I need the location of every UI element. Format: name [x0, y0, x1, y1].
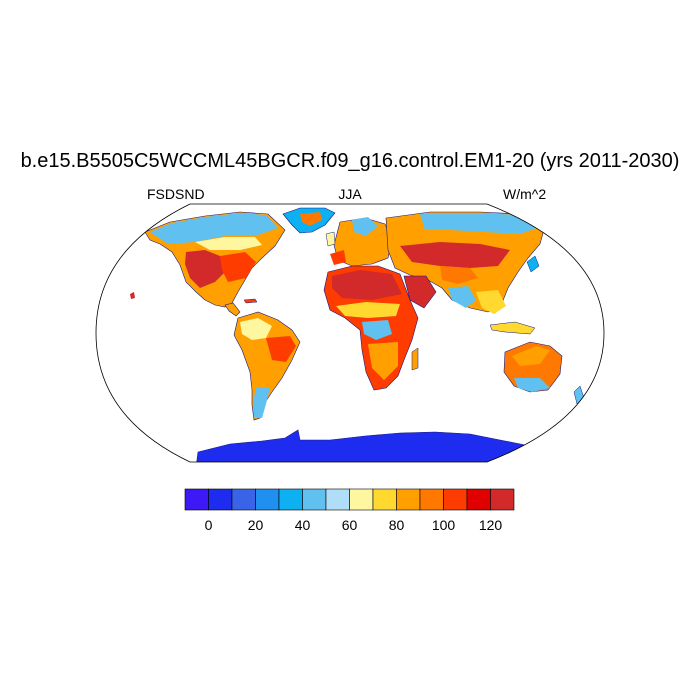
australia-south — [514, 378, 550, 392]
central-asia — [400, 242, 510, 268]
north-america-west — [185, 250, 225, 288]
south-asia-monsoon — [448, 286, 476, 308]
world-map — [130, 207, 585, 462]
colorbar-swatch — [278, 488, 303, 511]
brazil-highlands — [266, 336, 296, 362]
southeast-asia — [476, 290, 506, 314]
greenland-interior — [300, 212, 322, 226]
indonesia — [489, 321, 536, 335]
colorbar-swatch — [466, 488, 491, 511]
scandinavia — [352, 217, 378, 236]
hawaii — [130, 292, 135, 299]
colorbar-tick-label: 120 — [479, 517, 503, 533]
new-zealand — [573, 385, 585, 405]
colorbar-swatch — [396, 488, 421, 511]
colorbar-swatch — [231, 488, 256, 511]
caribbean — [243, 298, 258, 304]
colorbar-swatch — [443, 488, 468, 511]
madagascar — [411, 347, 419, 371]
patagonia — [253, 388, 270, 418]
north-america-north — [150, 213, 278, 244]
colorbar-swatch — [184, 488, 209, 511]
siberia — [420, 213, 542, 234]
colorbar-swatch — [372, 488, 397, 511]
congo — [362, 320, 392, 340]
colorbar-swatch — [490, 488, 515, 511]
antarctica — [194, 429, 561, 462]
arabia — [403, 275, 437, 309]
japan — [526, 255, 540, 273]
sahara — [332, 270, 402, 300]
north-america-boreal — [195, 237, 262, 250]
australia-north — [512, 346, 550, 366]
colorbar-ticks: 0 20 40 60 80 100 120 — [205, 517, 503, 533]
colorbar-tick-label: 20 — [248, 517, 264, 533]
north-america-central — [220, 252, 256, 282]
globe-outline — [95, 203, 605, 463]
colorbar-swatch — [419, 488, 444, 511]
variable-label: FSDSND — [147, 186, 205, 202]
colorbar-swatch — [302, 488, 327, 511]
colorbar-tick-label: 40 — [295, 517, 311, 533]
colorbar-tick-label: 0 — [205, 517, 213, 533]
colorbar: 0 20 40 60 80 100 120 — [184, 488, 515, 533]
iberia — [330, 250, 346, 265]
plot-title: b.e15.B5505C5WCCML45BGCR.f09_g16.control… — [20, 150, 680, 172]
season-label: JJA — [338, 186, 362, 202]
sahel — [336, 302, 400, 318]
colorbar-tick-label: 80 — [389, 517, 405, 533]
colorbar-swatch — [349, 488, 374, 511]
colorbar-swatch — [208, 488, 233, 511]
central-america — [224, 302, 241, 317]
colorbar-tick-label: 100 — [432, 517, 456, 533]
britain — [325, 231, 336, 247]
colorbar-boxes — [184, 488, 515, 511]
tibet — [440, 266, 478, 284]
amazon — [240, 318, 272, 340]
southern-africa — [368, 342, 398, 380]
colorbar-swatch — [255, 488, 280, 511]
units-label: W/m^2 — [503, 186, 547, 202]
colorbar-tick-label: 60 — [342, 517, 358, 533]
colorbar-swatch — [325, 488, 350, 511]
